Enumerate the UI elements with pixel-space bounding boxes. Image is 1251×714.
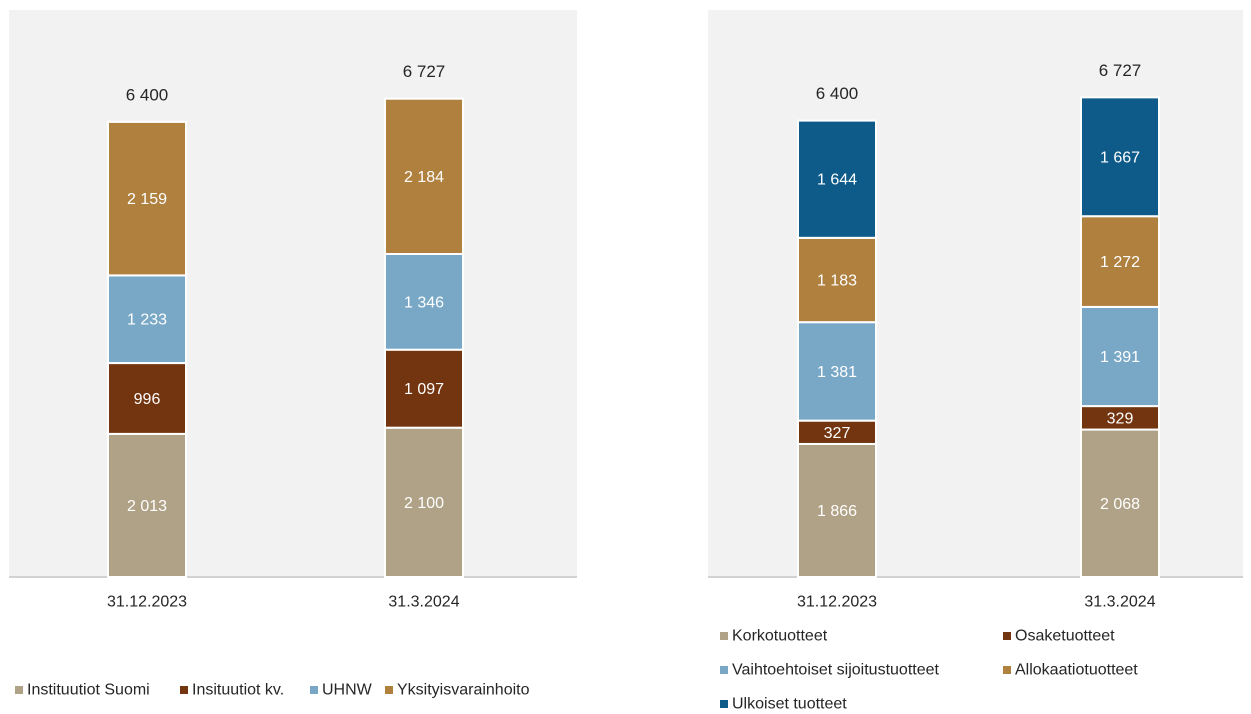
legend-label: Insituutiot kv. — [192, 682, 284, 699]
plot-area — [708, 10, 1243, 578]
legend-label: Allokaatiotuotteet — [1015, 662, 1138, 679]
data-label: 2 100 — [404, 495, 444, 512]
data-label: 329 — [1107, 410, 1134, 427]
category-label: 31.3.2024 — [388, 594, 459, 611]
legend-label: Ulkoiset tuotteet — [732, 696, 847, 713]
plot-area — [9, 10, 577, 578]
total-label: 6 727 — [1099, 61, 1142, 80]
legend-label: UHNW — [322, 682, 373, 699]
legend-label: Vaihtoehtoiset sijoitustuotteet — [732, 662, 940, 679]
legend-swatch — [180, 686, 188, 694]
data-label: 1 183 — [817, 272, 857, 289]
bar-segment — [107, 432, 187, 578]
data-label: 1 667 — [1100, 149, 1140, 166]
bar-segment — [797, 119, 877, 239]
chart-1: 2 013 996 1 233 2 159 6 400 31.12.2023 2 100 1 … — [9, 10, 577, 699]
legend-swatch — [1003, 632, 1011, 640]
legend: Instituutiot Suomi Insituutiot kv. UHNW Yks… — [15, 682, 530, 699]
category-label: 31.12.2023 — [107, 594, 187, 611]
bar-segment — [384, 426, 464, 578]
legend-label: Yksityisvarainhoito — [397, 682, 530, 699]
data-label: 327 — [824, 425, 851, 442]
data-label: 2 013 — [127, 498, 167, 515]
data-label: 1 381 — [817, 364, 857, 381]
bar-segment — [1080, 96, 1160, 218]
legend-label: Osaketuotteet — [1015, 628, 1115, 645]
legend-swatch — [15, 686, 23, 694]
data-label: 996 — [134, 391, 161, 408]
data-label: 1 097 — [404, 381, 444, 398]
bar-segment — [1080, 428, 1160, 578]
category-label: 31.12.2023 — [797, 594, 877, 611]
bar-segment — [107, 120, 187, 277]
legend-swatch — [310, 686, 318, 694]
legend-swatch — [1003, 666, 1011, 674]
legend-swatch — [720, 700, 728, 708]
legend-swatch — [720, 666, 728, 674]
data-label: 1 233 — [127, 312, 167, 329]
data-label: 2 159 — [127, 191, 167, 208]
bar-segment — [384, 97, 464, 255]
legend-swatch — [385, 686, 393, 694]
bar-segment — [797, 442, 877, 578]
legend-swatch — [720, 632, 728, 640]
bar-segment — [384, 348, 464, 429]
data-label: 1 866 — [817, 503, 857, 520]
total-label: 6 727 — [403, 62, 446, 81]
data-label: 2 184 — [404, 169, 444, 186]
bar-segment — [797, 321, 877, 422]
category-label: 31.3.2024 — [1084, 594, 1155, 611]
data-label: 1 391 — [1100, 349, 1140, 366]
legend-label: Korkotuotteet — [732, 628, 828, 645]
bar-segment — [107, 362, 187, 435]
total-label: 6 400 — [126, 85, 169, 104]
data-label: 1 346 — [404, 294, 444, 311]
data-label: 2 068 — [1100, 496, 1140, 513]
legend-label: Instituutiot Suomi — [27, 682, 150, 699]
total-label: 6 400 — [816, 84, 859, 103]
data-label: 1 644 — [817, 172, 857, 189]
data-label: 1 272 — [1100, 254, 1140, 271]
bar-segment — [384, 252, 464, 351]
chart-2: 1 866 327 1 381 1 183 1 644 6 400 31.12.2023 2 … — [708, 10, 1243, 713]
legend: Korkotuotteet Osaketuotteet Vaihtoehtoiset… — [720, 628, 1138, 713]
